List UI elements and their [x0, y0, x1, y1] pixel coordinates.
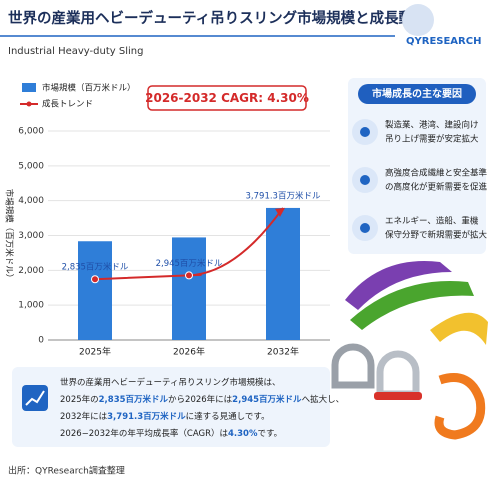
value-label: 3,791.3百万米ドル — [246, 190, 321, 201]
logo: QYRESEARCH — [406, 36, 481, 47]
y-tick-label: 2,000 — [18, 266, 44, 276]
title: 世界の産業用ヘビーデューティ吊りスリング市場規模と成長動向 — [8, 9, 428, 27]
summary-segment: 2,945百万米ドル — [232, 394, 302, 405]
x-tick-label: 2026年 — [173, 346, 205, 358]
legend-swatch — [22, 83, 36, 92]
y-tick-label: 0 — [38, 336, 44, 346]
bar — [78, 241, 112, 340]
product-photo — [331, 261, 488, 440]
summary-segment: 世界の産業用ヘビーデューティ吊りスリング市場規模は、 — [60, 377, 281, 388]
y-axis-label: 市場規模（百万米ドル） — [4, 189, 15, 283]
y-tick-label: 5,000 — [18, 161, 44, 171]
subtitle: Industrial Heavy-duty Sling — [8, 46, 143, 57]
y-tick-label: 4,000 — [18, 196, 44, 206]
summary-segment: 3,791.3百万米ドル — [107, 411, 186, 422]
y-tick-label: 3,000 — [18, 231, 44, 241]
summary-box — [12, 367, 330, 447]
bar — [266, 207, 300, 340]
summary-icon-line — [25, 390, 45, 406]
drivers-title: 市場成長の主な要因 — [372, 87, 462, 100]
driver-text: エネルギー、造船、重機 — [385, 216, 479, 227]
value-label: 2,945百万米ドル — [156, 258, 223, 269]
trend-point — [185, 271, 193, 280]
driver-text: の高度化が更新需要を促進 — [385, 182, 488, 193]
summary-segment: 2025年の — [60, 394, 99, 405]
summary-line: 世界の産業用ヘビーデューティ吊りスリング市場規模は、 — [60, 377, 281, 388]
x-tick-label: 2025年 — [79, 346, 111, 358]
summary-icon — [22, 385, 48, 411]
logo-globe — [402, 4, 434, 36]
y-tick-label: 1,000 — [18, 301, 44, 311]
drivers-panel — [348, 78, 486, 254]
driver-text: 製造業、港湾、建設向け — [385, 120, 479, 131]
x-tick-label: 2032年 — [267, 346, 299, 358]
driver-text: 保守分野で新規需要が拡大 — [385, 230, 488, 241]
summary-segment: です。 — [257, 429, 282, 439]
driver-text: 吊り上げ需要が安定拡大 — [385, 134, 479, 145]
driver-icon-dot — [360, 127, 370, 137]
driver-text: 高強度合成繊維と安全基準 — [385, 168, 488, 179]
bar — [172, 237, 206, 340]
y-tick-label: 6,000 — [18, 127, 44, 137]
cagr-badge — [147, 85, 307, 111]
driver-icon-dot — [360, 175, 370, 185]
summary-segment: 2026−2032年の年平均成長率（CAGR）は — [60, 428, 228, 439]
trend-point — [91, 275, 99, 284]
legend-label: 成長トレンド — [42, 99, 93, 110]
summary-line: 2025年の2,835百万米ドルから2026年には2,945百万米ドルへ拡大し、 — [60, 394, 344, 405]
drivers-title-bg — [358, 84, 476, 104]
cagr-text: 2026-2032 CAGR: 4.30% — [145, 91, 309, 105]
summary-line: 2026−2032年の年平均成長率（CAGR）は4.30%です。 — [60, 428, 282, 439]
trend-arrow — [275, 207, 285, 217]
legend-label: 市場規模（百万米ドル） — [42, 83, 136, 94]
driver-icon-dot — [360, 223, 370, 233]
summary-segment: に達する見通しです。 — [186, 411, 270, 422]
summary-segment: 4.30% — [228, 429, 258, 439]
summary-line: 2032年には3,791.3百万米ドルに達する見通しです。 — [60, 411, 270, 422]
summary-segment: から2026年には — [168, 394, 233, 405]
legend-dot — [26, 101, 32, 107]
summary-segment: 2,835百万米ドル — [99, 394, 169, 405]
summary-segment: 2032年には — [60, 411, 108, 422]
value-label: 2,835百万米ドル — [62, 262, 129, 273]
source: 出所：QYResearch調査整理 — [8, 465, 125, 477]
summary-segment: へ拡大し、 — [302, 394, 345, 405]
